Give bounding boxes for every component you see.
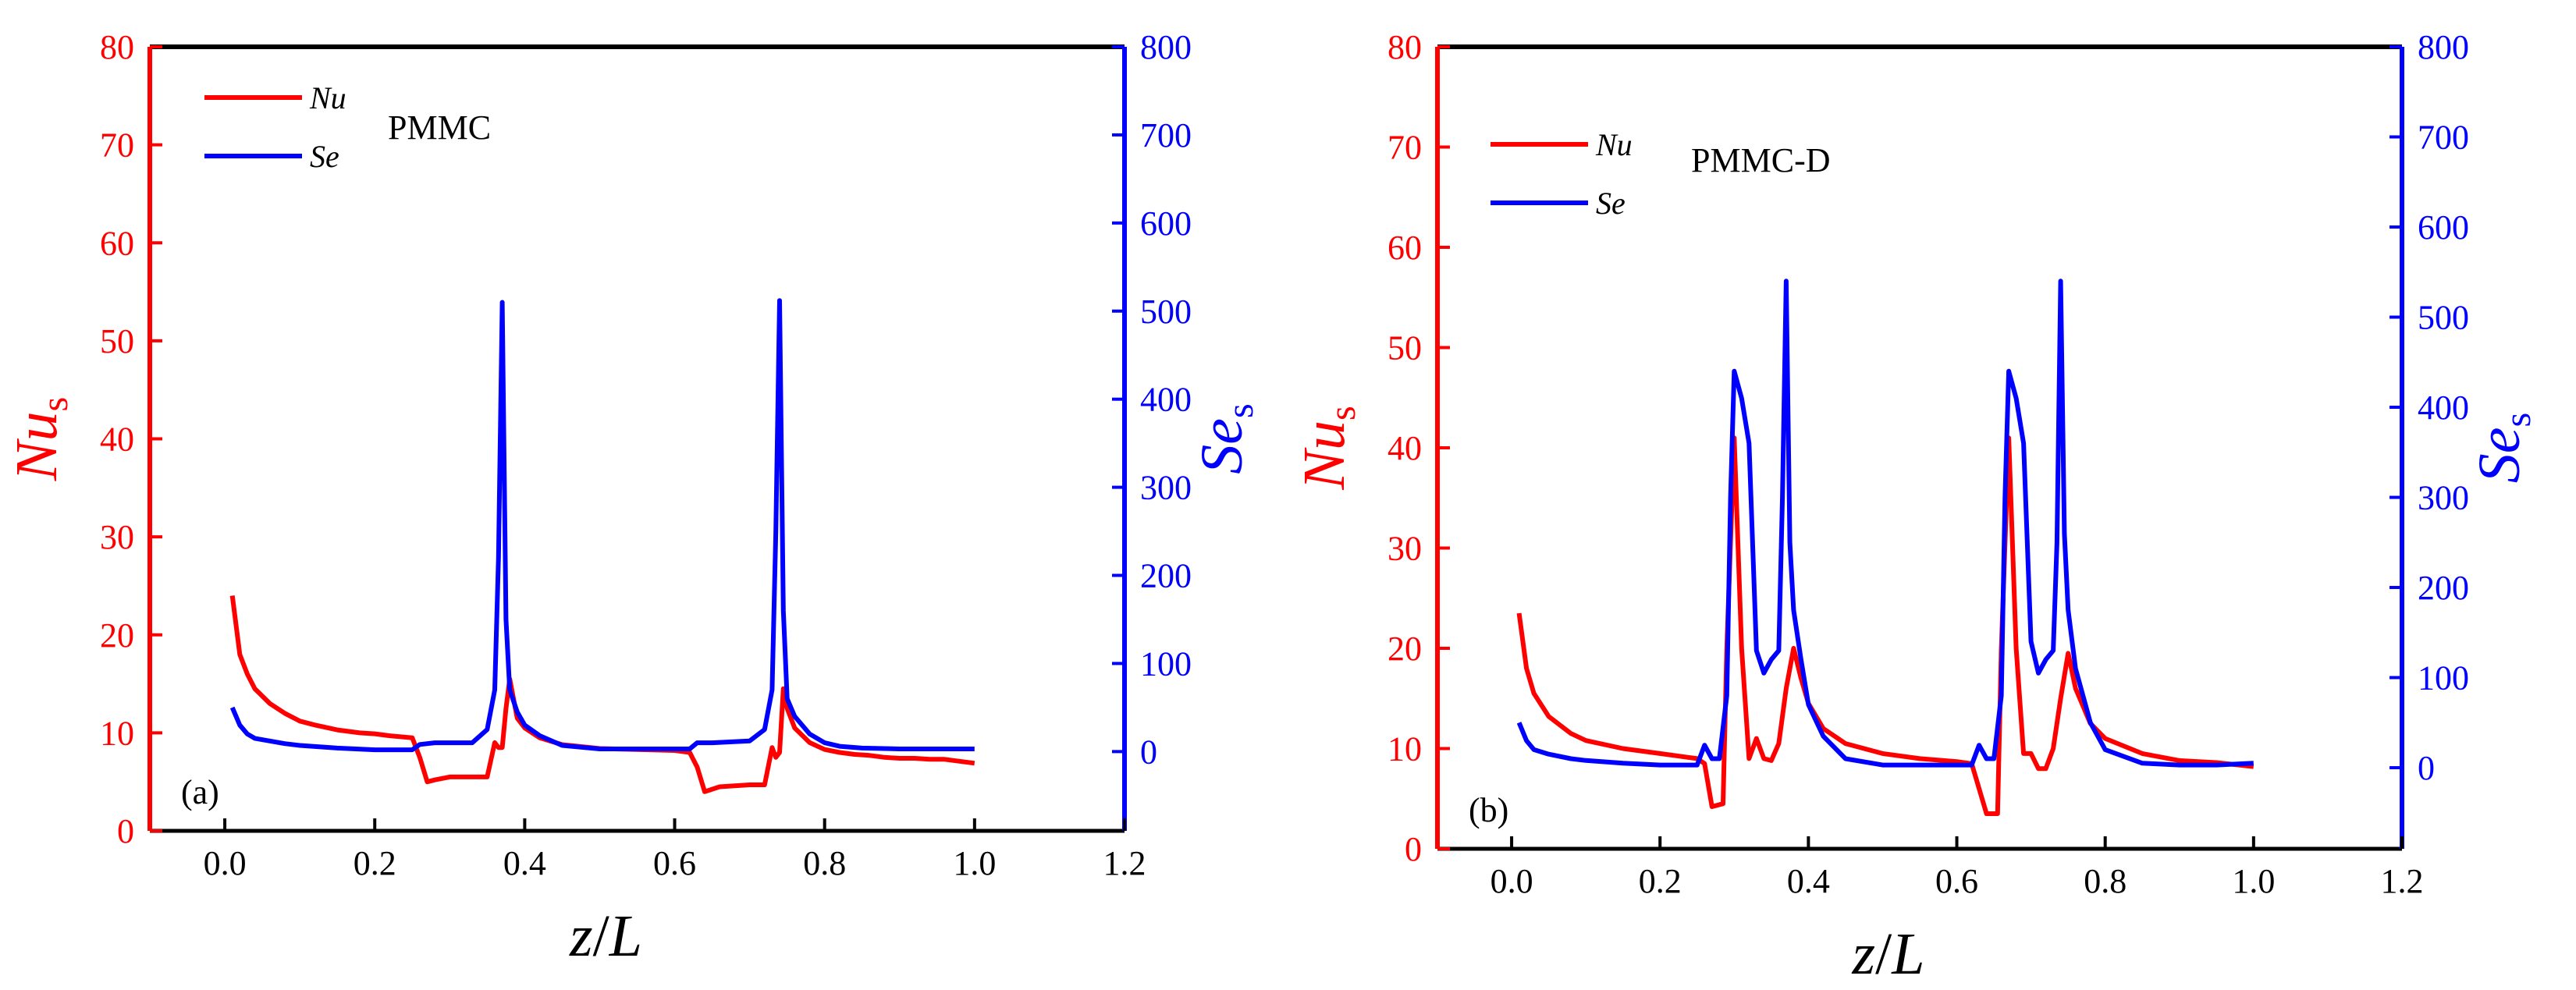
series-line-nu (1516, 435, 2254, 816)
right-y-tick-label: 500 (2418, 299, 2469, 337)
right-y-tick-label: 300 (1140, 469, 1192, 507)
chart-title: PMMC (388, 108, 491, 147)
series-line-nu (229, 595, 975, 794)
right-y-tick-label: 300 (2418, 479, 2469, 517)
series-line-se (229, 298, 975, 753)
left-y-tick-label: 50 (100, 322, 134, 360)
x-axis-title-sub: L (609, 903, 642, 969)
series-line-se (1516, 279, 2254, 768)
x-tick-label: 0.0 (1491, 862, 1533, 900)
left-y-tick-label: 80 (1387, 28, 1422, 66)
x-axis-title-sub: L (1891, 921, 1924, 987)
x-tick-label: 0.4 (503, 844, 546, 882)
left-y-tick-label: 10 (100, 714, 134, 752)
left-y-axis-title-sub: s (34, 397, 76, 412)
x-tick-label: 1.2 (1103, 844, 1146, 882)
panel-label: (b) (1469, 791, 1508, 829)
legend-label-se: Se (1596, 186, 1626, 221)
right-y-tick-label: 400 (2418, 389, 2469, 427)
x-tick-label: 1.0 (2232, 862, 2275, 900)
left-y-axis-title: Nus (4, 397, 76, 481)
legend-label-se: Se (310, 139, 339, 174)
right-y-tick-label: 500 (1140, 293, 1192, 331)
left-y-tick-label: 40 (100, 420, 134, 459)
x-tick-label: 0.6 (1935, 862, 1978, 900)
legend-label-nu: Nu (309, 80, 346, 115)
right-y-tick-label: 600 (2418, 208, 2469, 247)
x-axis-title: z/L (569, 903, 642, 969)
x-tick-label: 0.4 (1787, 862, 1830, 900)
right-y-tick-label: 200 (2418, 569, 2469, 607)
left-y-axis-title-sub: s (1322, 406, 1363, 420)
right-y-tick-label: 100 (1140, 644, 1192, 683)
right-y-axis-title-main: Se (1189, 418, 1255, 474)
chart-panel-a: 0.0 0.2 0.4 0.6 0.8 1.0 1.20102030405060708001… (4, 28, 1261, 969)
left-y-tick-label: 40 (1387, 429, 1422, 467)
x-tick-label: 1.2 (2381, 862, 2424, 900)
x-axis-title-main: z (1852, 921, 1876, 987)
right-y-axis-title: Ses (2467, 413, 2539, 483)
x-tick-label: 0.8 (803, 844, 846, 882)
left-y-tick-label: 20 (1387, 630, 1422, 668)
right-y-tick-label: 700 (2418, 119, 2469, 157)
right-y-tick-label: 0 (2418, 749, 2435, 787)
left-y-tick-label: 50 (1387, 329, 1422, 367)
right-y-axis-title: Ses (1189, 403, 1261, 474)
right-y-axis-title-sub: s (1220, 403, 1261, 418)
right-y-tick-label: 600 (1140, 204, 1192, 243)
right-y-tick-label: 400 (1140, 381, 1192, 419)
x-tick-label: 0.6 (653, 844, 696, 882)
chart-title: PMMC-D (1691, 141, 1831, 179)
x-axis-title-sep: / (1875, 921, 1892, 987)
right-y-tick-label: 200 (1140, 557, 1192, 595)
left-y-tick-label: 30 (1387, 530, 1422, 568)
panel-label: (a) (181, 773, 219, 811)
right-y-tick-label: 800 (1140, 28, 1192, 66)
x-tick-label: 0.8 (2084, 862, 2127, 900)
right-y-tick-label: 800 (2418, 28, 2469, 66)
left-y-tick-label: 70 (100, 126, 134, 165)
x-axis-title: z/L (1852, 921, 1925, 987)
x-tick-label: 0.2 (1639, 862, 1682, 900)
chart-panel-b: 0.0 0.2 0.4 0.6 0.8 1.0 1.20102030405060708001… (1292, 28, 2539, 987)
right-y-axis-title-main: Se (2467, 427, 2532, 483)
legend-label-nu: Nu (1595, 127, 1633, 162)
left-y-tick-label: 70 (1387, 129, 1422, 167)
left-y-axis-title-main: Nu (1292, 420, 1357, 491)
left-y-tick-label: 10 (1387, 730, 1422, 768)
left-y-tick-label: 0 (117, 812, 134, 850)
left-y-tick-label: 0 (1405, 830, 1422, 868)
left-y-tick-label: 60 (1387, 229, 1422, 267)
right-y-tick-label: 700 (1140, 116, 1192, 154)
x-axis-title-main: z (569, 903, 593, 969)
left-y-axis-title: Nus (1292, 406, 1363, 490)
x-tick-label: 0.2 (354, 844, 396, 882)
left-y-tick-label: 60 (100, 224, 134, 262)
left-y-tick-label: 30 (100, 518, 134, 556)
right-y-tick-label: 100 (2418, 659, 2469, 697)
x-axis-title-sep: / (593, 903, 610, 969)
x-tick-label: 0.0 (204, 844, 247, 882)
left-y-axis-title-main: Nu (4, 411, 69, 481)
left-y-tick-label: 20 (100, 616, 134, 655)
x-tick-label: 1.0 (953, 844, 996, 882)
left-y-tick-label: 80 (100, 28, 134, 66)
right-y-tick-label: 0 (1140, 733, 1157, 771)
right-y-axis-title-sub: s (2497, 413, 2539, 428)
